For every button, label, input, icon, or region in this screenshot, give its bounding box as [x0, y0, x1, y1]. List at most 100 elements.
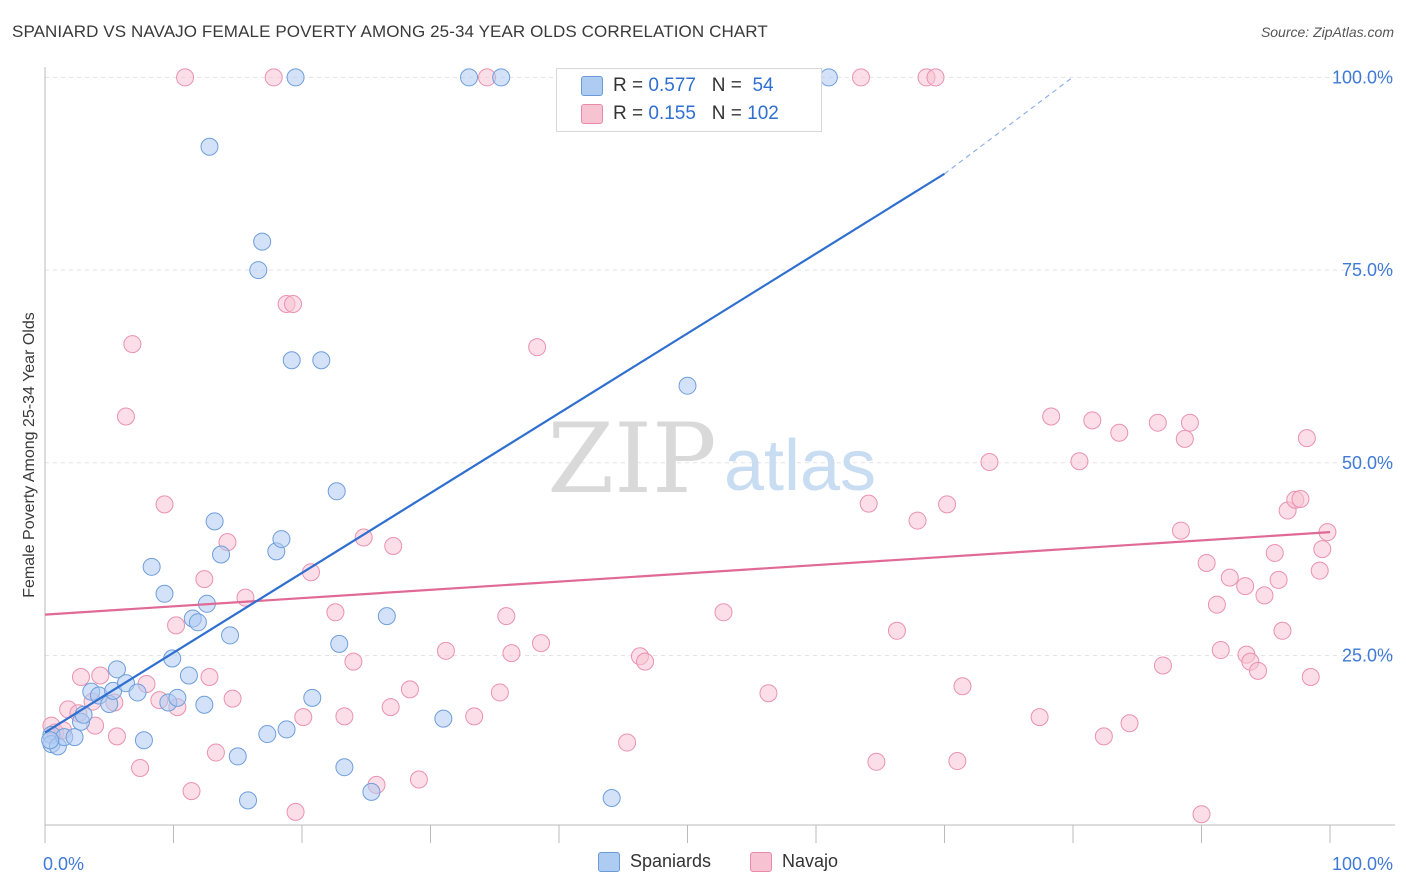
navajo-point [1310, 561, 1329, 580]
navajo-swatch [581, 104, 603, 124]
navajo-point [859, 494, 878, 513]
spaniards-point [179, 666, 198, 685]
navajo-point [436, 641, 455, 660]
spaniards-point [249, 261, 268, 280]
navajo-point [948, 752, 967, 771]
navajo-point [465, 707, 484, 726]
spaniards-point [602, 789, 621, 808]
navajo-point [1110, 423, 1129, 442]
spaniards-points [41, 68, 838, 810]
navajo-point [1211, 641, 1230, 660]
r-label: R = [613, 103, 644, 124]
navajo-point [200, 668, 219, 687]
navajo-point [1094, 727, 1113, 746]
navajo-point [851, 68, 870, 87]
spaniards-point [377, 607, 396, 626]
y-tick-label: 25.0% [1342, 645, 1393, 665]
navajo-point [264, 68, 283, 87]
spaniards-swatch [581, 76, 603, 96]
navajo-point [176, 68, 195, 87]
spaniards-point [282, 351, 301, 370]
spaniards-trend-line [44, 172, 946, 734]
navajo-point [1313, 540, 1332, 559]
navajo-point [636, 652, 655, 671]
navajo-point [938, 495, 957, 514]
navajo-point [867, 752, 886, 771]
spaniards-point [819, 68, 838, 87]
spaniards-point [434, 709, 453, 728]
navajo-point [1291, 489, 1310, 508]
spaniards-point [221, 626, 240, 645]
navajo-point [326, 603, 345, 622]
navajo-point [1207, 595, 1226, 614]
spaniards-point [362, 782, 381, 801]
n-value: 54 [752, 75, 774, 96]
navajo-point [1297, 429, 1316, 448]
navajo-legend-label: Navajo [782, 851, 839, 871]
navajo-point [123, 335, 142, 354]
watermark-zip: ZIP [547, 403, 716, 515]
spaniards-point [107, 660, 126, 679]
navajo-point [409, 770, 428, 789]
navajo-point [759, 684, 778, 703]
navajo-points [42, 68, 1337, 824]
spaniards-point [272, 530, 291, 549]
spaniards-point [65, 728, 84, 747]
navajo-point [223, 689, 242, 708]
navajo-point [344, 652, 363, 671]
navajo-point [1255, 586, 1274, 605]
spaniards-point [330, 634, 349, 653]
legend-item-spaniards[interactable]: Spaniards [598, 851, 711, 872]
navajo-point [1269, 570, 1288, 589]
spaniards-point [312, 351, 331, 370]
y-tick-label: 75.0% [1342, 260, 1393, 280]
navajo-point [354, 528, 373, 547]
x-tick-label: 100.0% [1332, 854, 1393, 874]
navajo-point [107, 727, 126, 746]
navajo-point [155, 495, 174, 514]
navajo-point [384, 537, 403, 556]
spaniards-point [286, 68, 305, 87]
navajo-point [1180, 413, 1199, 432]
navajo-point [497, 607, 516, 626]
n-label: N = [711, 103, 742, 124]
navajo-point [182, 782, 201, 801]
spaniards-point [258, 725, 277, 744]
legend-item-navajo[interactable]: Navajo [750, 851, 838, 872]
navajo-point [1249, 661, 1268, 680]
legend-row-navajo: R = 0.155 N = 102 [581, 102, 779, 126]
spaniards-point [128, 683, 147, 702]
navajo-point [284, 295, 303, 314]
navajo-point [1192, 805, 1211, 824]
y-tick-label: 50.0% [1342, 453, 1393, 473]
spaniards-point [142, 557, 161, 576]
n-label: N = [711, 75, 742, 96]
spaniards-point [239, 791, 258, 810]
navajo-point [1153, 656, 1172, 675]
navajo-point [1120, 714, 1139, 733]
navajo-point [195, 570, 214, 589]
axes [44, 67, 1395, 843]
navajo-point [714, 603, 733, 622]
navajo-point [980, 452, 999, 471]
legend-row-spaniards: R = 0.577 N = 54 [581, 74, 774, 98]
spaniards-point [303, 688, 322, 707]
navajo-point [1042, 407, 1061, 426]
navajo-point [381, 698, 400, 717]
x-tick-label: 0.0% [43, 854, 84, 874]
spaniards-point [212, 545, 231, 564]
spaniards-point [195, 695, 214, 714]
r-value: 0.577 [648, 75, 696, 96]
navajo-point [286, 802, 305, 821]
spaniards-point [134, 731, 153, 750]
trend-lines [44, 76, 1331, 734]
spaniards-point [678, 376, 697, 395]
navajo-point [1273, 621, 1292, 640]
navajo-point [1070, 452, 1089, 471]
spaniards-point [277, 720, 296, 739]
navajo-point [953, 677, 972, 696]
spaniards-legend-label: Spaniards [630, 851, 712, 871]
spaniards-point [205, 512, 224, 531]
spaniards-point [228, 747, 247, 766]
